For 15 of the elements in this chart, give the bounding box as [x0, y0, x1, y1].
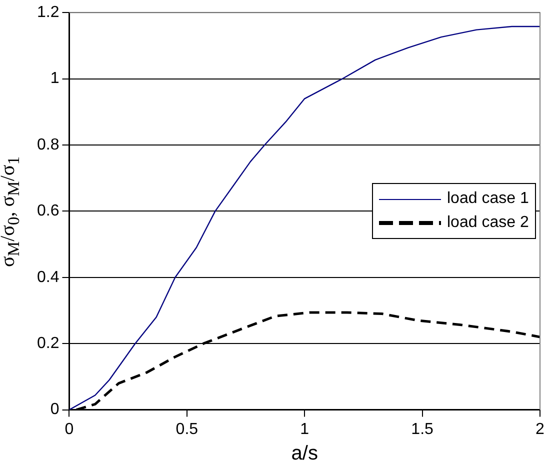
y-tick-label: 0.4: [36, 268, 60, 286]
legend-label: load case 1: [447, 190, 529, 208]
y-tick-label: 0: [50, 401, 60, 418]
x-axis-title: a/s: [291, 442, 318, 465]
y-tick-label: 0.2: [36, 335, 60, 352]
y-tick-label: 0.6: [36, 202, 60, 220]
y-tick-label: 1: [50, 70, 60, 88]
legend-label: load case 2: [447, 214, 529, 232]
x-tick-label: 0: [64, 420, 74, 438]
y-tick-label: 1.2: [36, 4, 60, 22]
x-tick-label: 2: [536, 420, 545, 438]
x-tick-label: 0.5: [176, 420, 198, 438]
x-tick-label: 1: [300, 420, 310, 438]
x-tick-label: 1.5: [411, 420, 434, 438]
y-tick-label: 0.8: [36, 136, 60, 154]
